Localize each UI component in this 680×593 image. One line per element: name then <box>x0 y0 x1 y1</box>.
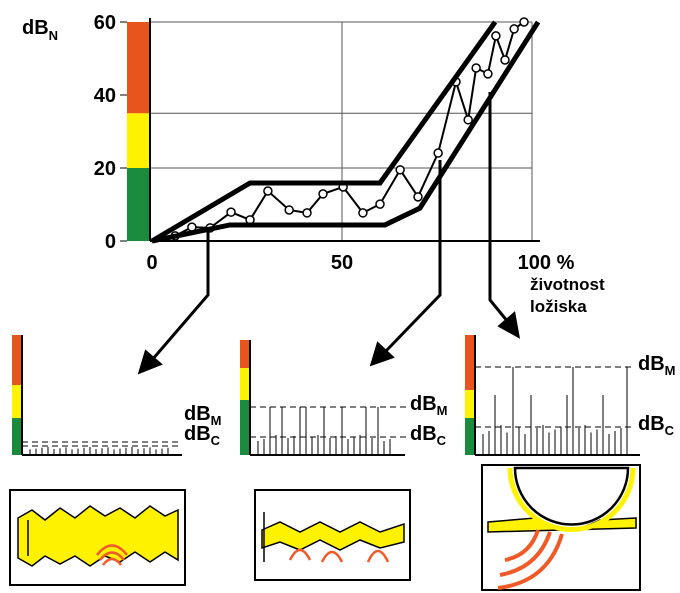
data-point <box>263 186 273 196</box>
arrows <box>137 92 521 375</box>
data-point <box>500 55 510 65</box>
crack-waves <box>96 544 128 566</box>
level-label-sub: M <box>211 413 222 428</box>
envelope-line <box>150 20 498 244</box>
data-point <box>491 31 501 41</box>
x-axis-label: ložiska <box>530 297 587 316</box>
y-tick-label: 20 <box>94 158 116 180</box>
level-bar <box>240 340 250 368</box>
level-label: dBC <box>410 423 447 448</box>
arrowhead <box>497 311 521 339</box>
level-label-main: dB <box>638 413 665 435</box>
level-label-main: dB <box>410 393 437 415</box>
y-tick-label: 40 <box>94 85 116 107</box>
level-label-main: dB <box>184 403 211 425</box>
y-axis-label-sub: N <box>49 28 58 43</box>
x-tick-label: 0 <box>146 252 157 274</box>
level-bar <box>465 418 475 455</box>
arrow <box>150 230 210 361</box>
y-tick-label: 60 <box>94 12 116 34</box>
y-axis-label-main: dB <box>22 17 49 39</box>
data-point <box>509 24 519 34</box>
level-label-sub: M <box>437 403 448 418</box>
level-label: dBM <box>410 393 448 418</box>
level-label-sub: C <box>211 433 221 448</box>
illustration-2 <box>254 489 411 581</box>
arrowhead <box>369 341 395 367</box>
level-bar <box>465 335 475 390</box>
level-bar <box>12 385 22 418</box>
y-tick-label: 0 <box>105 231 116 253</box>
illustration-1 <box>9 489 186 586</box>
data-point <box>318 189 328 199</box>
level-label-sub: C <box>437 433 447 448</box>
lubricant <box>507 467 636 532</box>
level-bar <box>12 335 22 385</box>
data-point <box>358 208 368 218</box>
level-label-main: dB <box>184 423 211 445</box>
level-label-sub: M <box>665 363 676 378</box>
data-point <box>471 63 481 73</box>
crack-waves <box>497 529 564 590</box>
data-point <box>375 199 385 209</box>
zone-bar <box>127 113 150 168</box>
level-bar <box>12 418 22 455</box>
level-label: dBM <box>184 403 222 428</box>
data-point <box>284 205 294 215</box>
illustration-3 <box>481 464 641 591</box>
level-label: dBM <box>638 353 676 378</box>
level-label-main: dB <box>410 423 437 445</box>
level-label-main: dB <box>638 353 665 375</box>
data-point <box>395 165 405 175</box>
rolling-element <box>513 466 630 526</box>
level-bar <box>465 390 475 418</box>
arrow <box>488 92 510 323</box>
surface-band <box>17 505 179 567</box>
crack-waves <box>288 548 390 563</box>
surface-band <box>261 521 405 551</box>
data-point <box>413 192 423 202</box>
data-point <box>433 148 443 158</box>
arrowhead <box>137 349 163 375</box>
level-label: dBC <box>638 413 675 438</box>
arrow <box>383 160 442 354</box>
x-tick-label: 50 <box>331 252 353 274</box>
envelope-line <box>151 20 541 244</box>
x-axis-label: životnost <box>530 275 605 294</box>
x-tick-label: 100 % <box>518 252 575 274</box>
zone-bar <box>127 22 150 114</box>
level-bar <box>240 400 250 455</box>
data-point <box>226 207 236 217</box>
zone-bar <box>127 168 150 241</box>
data-point <box>483 69 493 79</box>
level-bar <box>240 368 250 400</box>
data-point <box>519 17 529 27</box>
data-point <box>302 208 312 218</box>
y-axis-label: dBN <box>22 17 58 43</box>
data-point <box>463 115 473 125</box>
level-label: dBC <box>184 423 221 448</box>
level-label-sub: C <box>665 423 675 438</box>
